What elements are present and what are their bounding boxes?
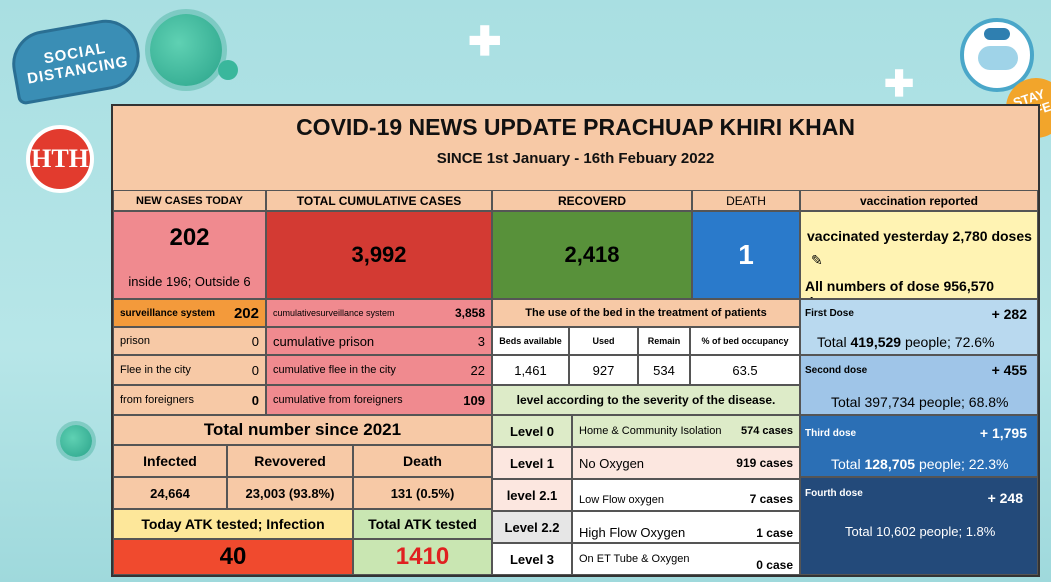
col-vaccination: vaccination reported (800, 190, 1038, 211)
recovered-value: 2,418 (492, 211, 692, 299)
level-2-1-label: level 2.1 (492, 479, 572, 511)
virus-icon (60, 425, 92, 457)
plus-icon: ✚ (468, 20, 502, 64)
level-0-label: Level 0 (492, 415, 572, 447)
third-dose-label: Third dose (805, 428, 857, 439)
since-h-infected: Infected (113, 445, 227, 477)
fourth-dose-total: Total 10,602 people; 1.8% (845, 524, 996, 539)
atk-today-label: Today ATK tested; Infection (113, 509, 353, 539)
beds-h-remain: Remain (638, 327, 690, 355)
severity-title: level according to the severity of the d… (492, 385, 800, 415)
first-dose-total: Total 419,529 people; 72.6% (817, 334, 995, 350)
first-dose-increase: + 282 (991, 306, 1027, 322)
beds-used: 927 (569, 355, 638, 385)
level-2-2-detail: High Flow Oxygen 1 case (572, 511, 800, 543)
cum-foreign-row: cumulative from foreigners 109 (266, 385, 492, 415)
pen-icon: ✎ (811, 252, 823, 268)
atk-total-value: 1410 (353, 539, 492, 575)
cum-flee-row: cumulative flee in the city 22 (266, 355, 492, 385)
cum-prison-row: cumulative prison 3 (266, 327, 492, 355)
vacc-all: All numbers of dose 956,570 doses (805, 278, 995, 298)
fourth-dose-label: Fourth dose (805, 488, 863, 499)
surv-row: surveillance system 202 (113, 299, 266, 327)
level-2-2-label: Level 2.2 (492, 511, 572, 543)
second-dose-increase: + 455 (991, 362, 1027, 378)
atk-total-label: Total ATK tested (353, 509, 492, 539)
foreign-row: from foreigners 0 (113, 385, 266, 415)
virus-icon (150, 14, 222, 86)
new-cases-cell: 202 inside 196; Outside 6 (113, 211, 266, 299)
level-1-label: Level 1 (492, 447, 572, 479)
total-cases-value: 3,992 (266, 211, 492, 299)
cum-surv-row: cumulativesurveillance system 3,858 (266, 299, 492, 327)
level-3-label: Level 3 (492, 543, 572, 575)
handwash-icon (960, 18, 1034, 92)
flee-row: Flee in the city 0 (113, 355, 266, 385)
page-subtitle: SINCE 1st January - 16th Febuary 2022 (436, 150, 715, 167)
col-new-cases: NEW CASES TODAY (113, 190, 266, 211)
since-infected: 24,664 (113, 477, 227, 509)
level-3-detail: On ET Tube & Oxygen 0 case (572, 543, 800, 575)
since-title: Total number since 2021 (113, 415, 492, 445)
first-dose-label: First Dose (805, 308, 854, 319)
level-0-detail: Home & Community Isolation 574 cases (572, 415, 800, 447)
second-dose-total: Total 397,734 people; 68.8% (831, 394, 1009, 410)
beds-occupancy: 63.5 (690, 355, 800, 385)
third-dose-total: Total 128,705 people; 22.3% (831, 456, 1009, 472)
header: COVID-19 NEWS UPDATE PRACHUAP KHIRI KHAN… (113, 106, 1038, 190)
death-value: 1 (692, 211, 800, 299)
atk-today-value: 40 (113, 539, 353, 575)
vacc-yesterday: vaccinated yesterday 2,780 doses (807, 228, 1032, 244)
beds-remain: 534 (638, 355, 690, 385)
third-dose-increase: + 1,795 (979, 425, 1027, 441)
fourth-dose-cell: Fourth dose + 248 Total 10,602 people; 1… (800, 477, 1038, 575)
col-total-cases: TOTAL CUMULATIVE CASES (266, 190, 492, 211)
since-recovered: 23,003 (93.8%) (227, 477, 353, 509)
beds-h-used: Used (569, 327, 638, 355)
plus-icon: ✚ (884, 63, 915, 104)
beds-h-available: Beds available (492, 327, 569, 355)
new-cases-value: 202 (169, 224, 210, 251)
fourth-dose-increase: + 248 (987, 490, 1023, 506)
since-h-death: Death (353, 445, 492, 477)
beds-available: 1,461 (492, 355, 569, 385)
third-dose-cell: Third dose + 1,795 Total 128,705 people;… (800, 415, 1038, 477)
page-title: COVID-19 NEWS UPDATE PRACHUAP KHIRI KHAN (296, 114, 855, 140)
vacc-yesterday-cell: vaccinated yesterday 2,780 doses ✎ All n… (800, 211, 1038, 299)
since-death: 131 (0.5%) (353, 477, 492, 509)
since-h-recovered: Revovered (227, 445, 353, 477)
virus-icon (218, 60, 238, 80)
second-dose-label: Second dose (805, 365, 868, 376)
level-2-1-detail: Low Flow oxygen 7 cases (572, 479, 800, 511)
report-panel: COVID-19 NEWS UPDATE PRACHUAP KHIRI KHAN… (111, 104, 1040, 577)
col-recovered: RECOVERD (492, 190, 692, 211)
prison-row: prison 0 (113, 327, 266, 355)
beds-h-occupancy: % of bed occupancy (690, 327, 800, 355)
hth-logo: HTH (26, 125, 94, 193)
first-dose-cell: First Dose + 282 Total 419,529 people; 7… (800, 299, 1038, 355)
beds-title: The use of the bed in the treatment of p… (492, 299, 800, 327)
level-1-detail: No Oxygen 919 cases (572, 447, 800, 479)
second-dose-cell: Second dose + 455 Total 397,734 people; … (800, 355, 1038, 415)
col-death: DEATH (692, 190, 800, 211)
new-cases-note: inside 196; Outside 6 (128, 274, 251, 289)
